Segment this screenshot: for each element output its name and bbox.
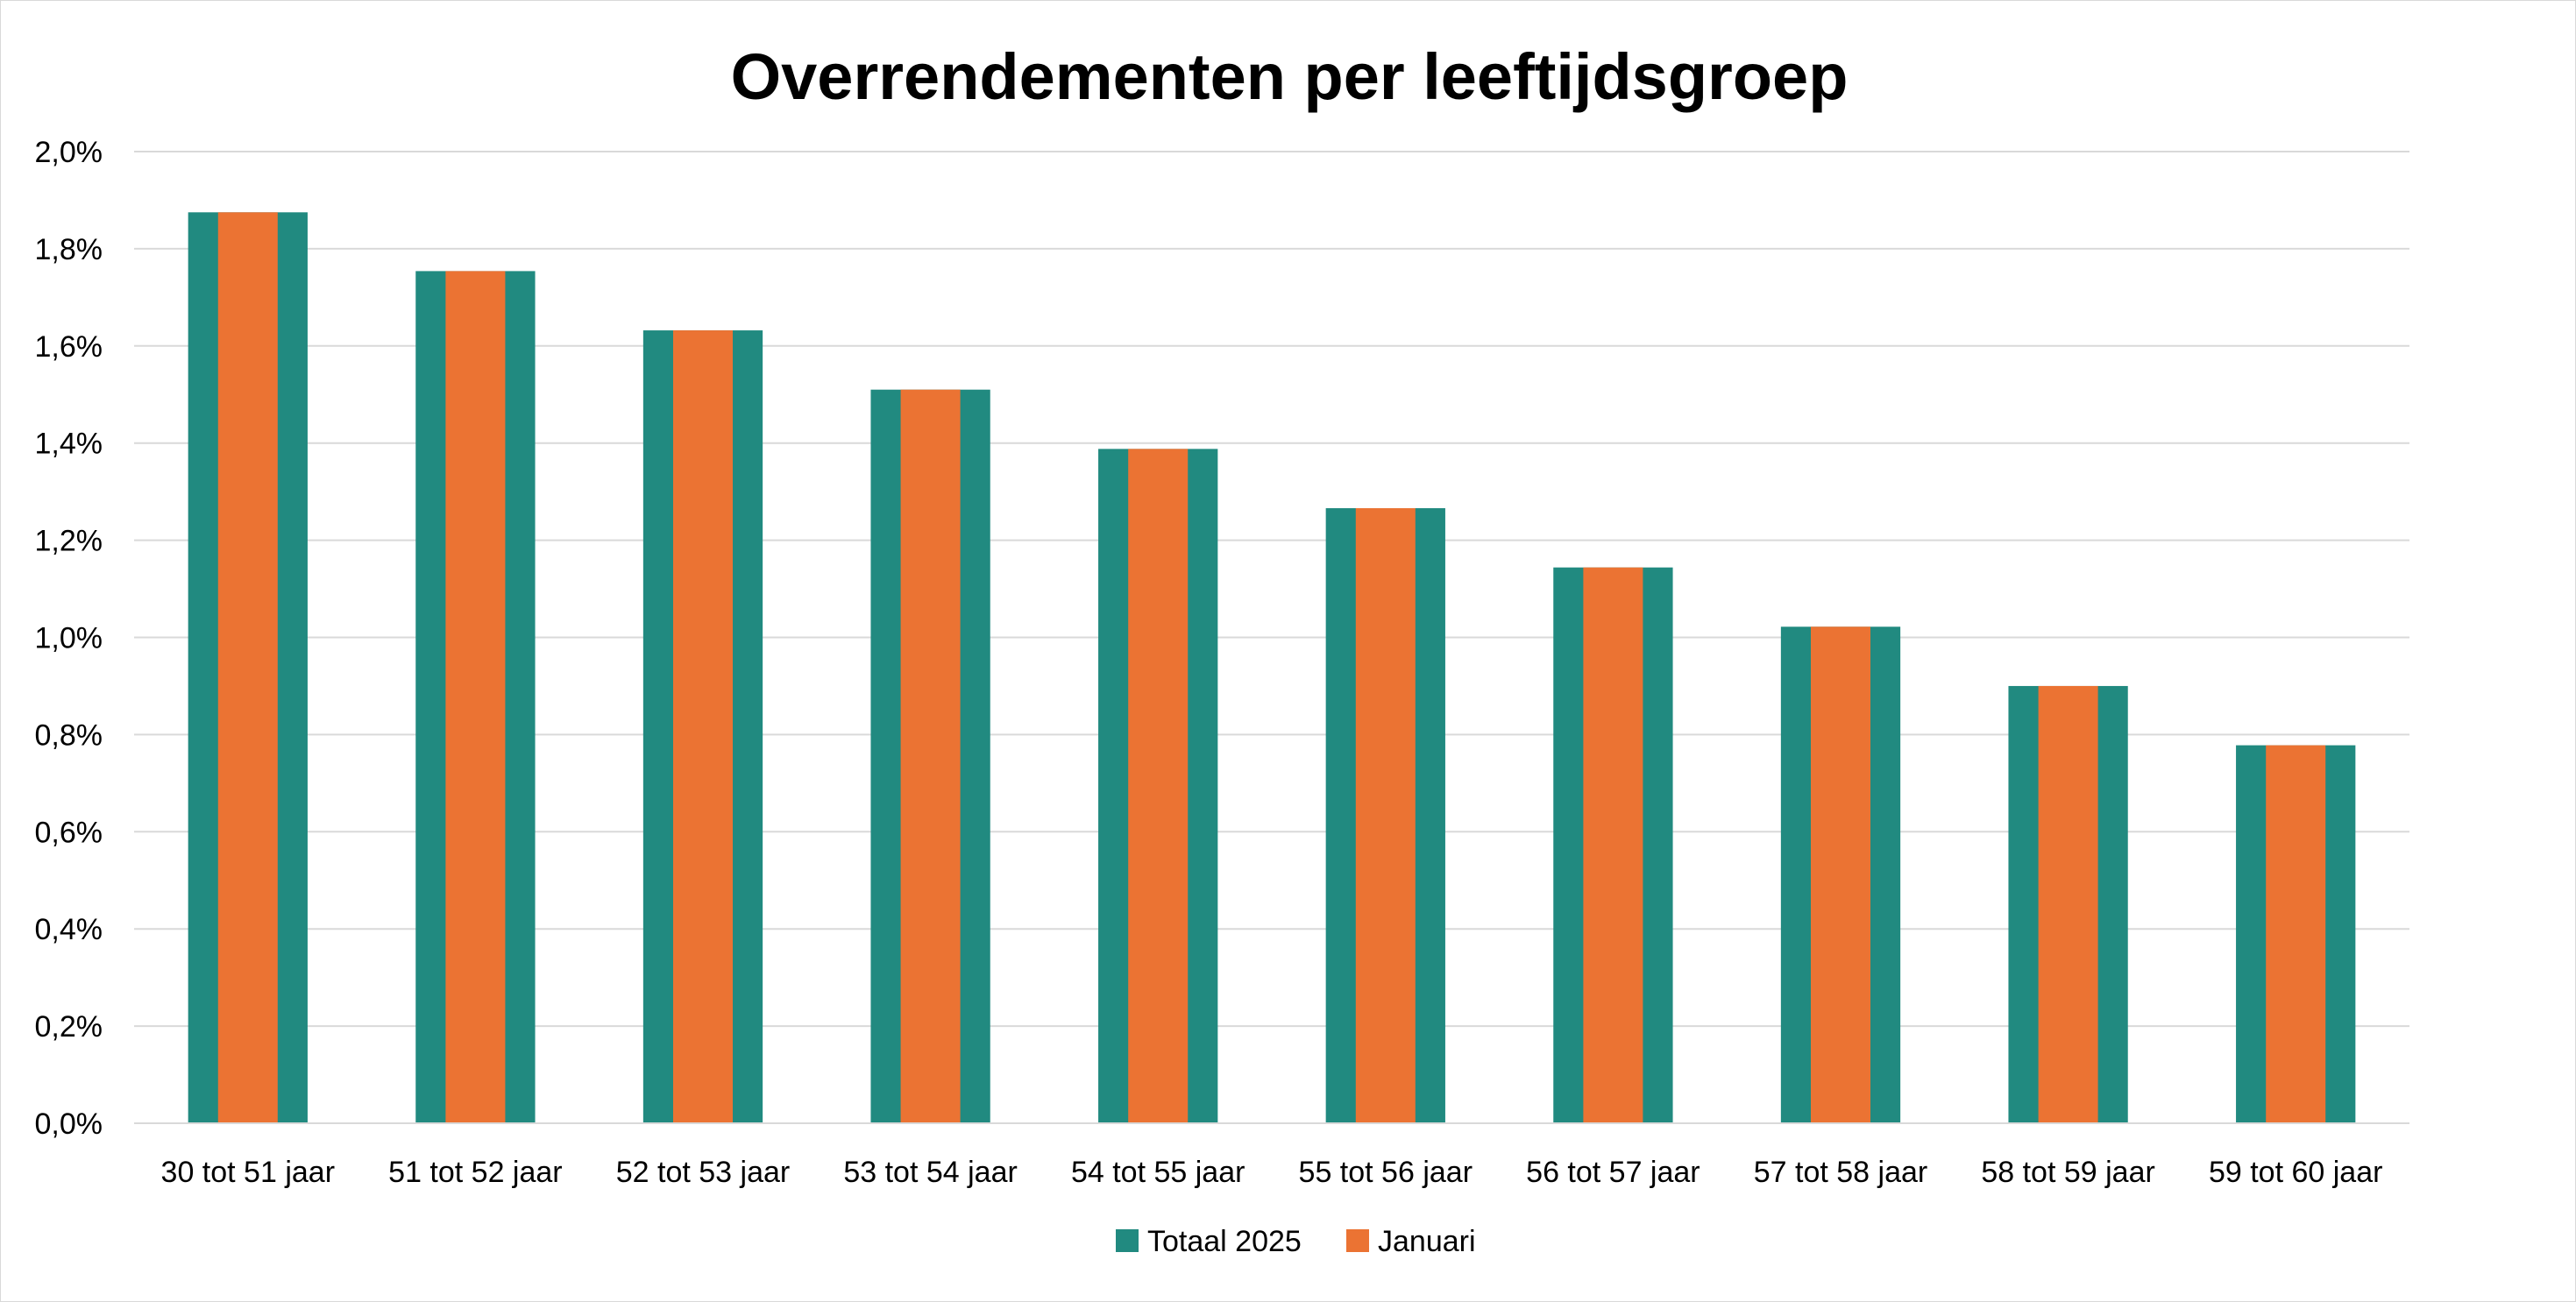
x-tick-label: 57 tot 58 jaar <box>1754 1156 1927 1189</box>
x-tick-label: 30 tot 51 jaar <box>161 1156 335 1189</box>
legend-label: Totaal 2025 <box>1147 1225 1302 1258</box>
x-tick-label: 53 tot 54 jaar <box>843 1156 1017 1189</box>
legend-swatch-januari <box>1346 1229 1369 1252</box>
y-tick-label: 1,4% <box>35 428 103 461</box>
x-tick-label: 51 tot 52 jaar <box>388 1156 562 1189</box>
y-tick-label: 0,8% <box>35 718 103 752</box>
y-tick-label: 1,6% <box>35 330 103 364</box>
y-tick-label: 1,0% <box>35 622 103 655</box>
y-axis-ticks: 0,0% 0,2% 0,4% 0,6% 0,8% 1,0% 1,2% 1,4% 1,6% 1,8%… <box>35 136 103 1141</box>
bar-januari <box>1810 626 1871 1123</box>
y-tick-label: 0,0% <box>35 1107 103 1141</box>
bars <box>188 212 2356 1124</box>
x-tick-label: 54 tot 55 jaar <box>1071 1156 1245 1189</box>
y-tick-label: 0,6% <box>35 816 103 849</box>
y-tick-label: 0,2% <box>35 1010 103 1044</box>
y-tick-label: 0,4% <box>35 913 103 946</box>
bar-januari <box>900 389 961 1124</box>
y-tick-label: 1,2% <box>35 525 103 558</box>
y-tick-label: 1,8% <box>35 233 103 266</box>
x-axis-ticks: 30 tot 51 jaar 51 tot 52 jaar 52 tot 53 ja… <box>161 1156 2383 1189</box>
x-tick-label: 52 tot 53 jaar <box>616 1156 790 1189</box>
legend: Totaal 2025 Januari <box>1116 1225 1476 1258</box>
bar-januari <box>2038 685 2098 1123</box>
bar-januari <box>445 271 506 1124</box>
bar-januari <box>2266 745 2326 1123</box>
bar-januari <box>1355 508 1416 1123</box>
bar-januari <box>1583 567 1643 1123</box>
bar-januari <box>217 212 278 1123</box>
x-tick-label: 59 tot 60 jaar <box>2209 1156 2382 1189</box>
bar-januari <box>1128 449 1189 1123</box>
x-tick-label: 55 tot 56 jaar <box>1299 1156 1473 1189</box>
y-tick-label: 2,0% <box>35 136 103 169</box>
legend-swatch-totaal-2025 <box>1116 1229 1139 1252</box>
bar-januari <box>672 330 734 1123</box>
x-tick-label: 58 tot 59 jaar <box>1981 1156 2154 1189</box>
chart-title: Overrendementen per leeftijdsgroep <box>731 40 1849 113</box>
x-tick-label: 56 tot 57 jaar <box>1526 1156 1700 1189</box>
legend-label: Januari <box>1378 1225 1476 1258</box>
